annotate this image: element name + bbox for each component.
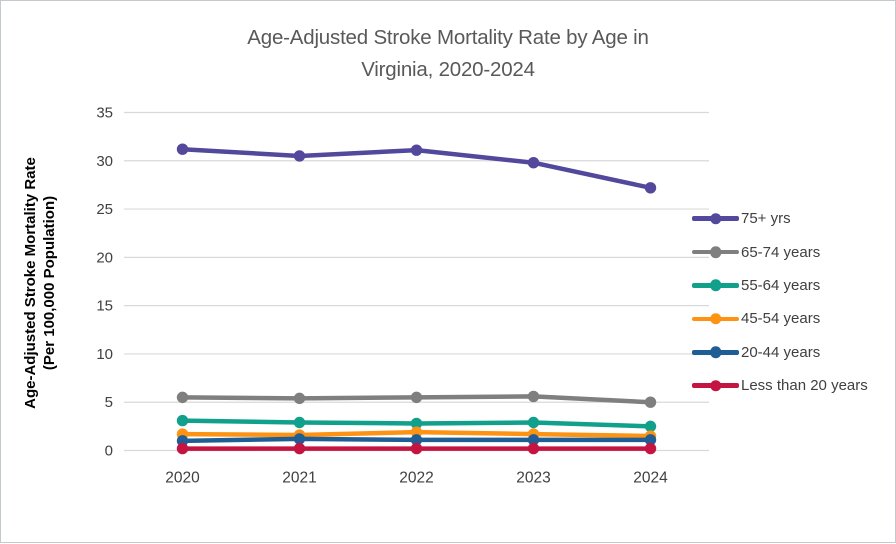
legend-item-45-54-years: 45-54 years: [692, 302, 868, 335]
x-tick-label: 2022: [399, 470, 433, 487]
data-point-55-64-years: [293, 416, 306, 429]
y-tick-label: 20: [96, 249, 113, 266]
data-point-55-64-years: [644, 420, 657, 433]
legend-marker-icon: [692, 212, 739, 225]
legend-item-65-74-years: 65-74 years: [692, 235, 868, 268]
y-tick-label: 5: [105, 394, 113, 411]
legend-marker-icon: [692, 279, 739, 292]
chart-title: Age-Adjusted Stroke Mortality Rate by Ag…: [1, 22, 895, 86]
legend-label: Less than 20 years: [741, 377, 868, 395]
legend: 75+ yrs 65-74 years 55-64 years 45-54 years…: [692, 202, 868, 402]
y-tick-label: 25: [96, 201, 113, 218]
legend-item-less-than-20-years: Less than 20 years: [692, 369, 868, 402]
legend-item-75-yrs: 75+ yrs: [692, 202, 868, 235]
data-point-less-than-20-years: [644, 442, 657, 455]
data-point-55-64-years: [527, 416, 540, 429]
data-point-55-64-years: [176, 414, 189, 427]
legend-dot-icon: [709, 279, 722, 292]
data-point-55-64-years: [410, 417, 423, 430]
data-point-75-yrs: [293, 150, 306, 162]
data-point-75-yrs: [176, 143, 189, 155]
data-point-less-than-20-years: [410, 442, 423, 455]
data-point-20-44-years: [644, 434, 657, 446]
data-point-75-yrs: [410, 144, 423, 156]
data-point-75-yrs: [527, 157, 540, 169]
data-point-75-yrs: [644, 182, 657, 194]
x-tick-label: 2021: [282, 470, 316, 487]
data-point-less-than-20-years: [527, 442, 540, 455]
data-point-20-44-years: [410, 434, 423, 446]
data-point-less-than-20-years: [293, 442, 306, 455]
y-tick-label: 30: [96, 153, 113, 170]
legend-marker-icon: [692, 379, 739, 392]
x-tick-label: 2020: [165, 470, 200, 487]
legend-label: 65-74 years: [741, 243, 821, 261]
legend-dot-icon: [709, 246, 722, 258]
data-point-65-74-years: [293, 392, 306, 405]
legend-label: 75+ yrs: [741, 210, 791, 228]
data-point-20-44-years: [293, 433, 306, 445]
legend-label: 55-64 years: [741, 276, 821, 294]
legend-marker-icon: [692, 313, 739, 325]
legend-marker-icon: [692, 246, 739, 258]
data-point-65-74-years: [410, 391, 423, 404]
data-point-65-74-years: [176, 391, 189, 404]
legend-dot-icon: [709, 313, 722, 325]
legend-item-55-64-years: 55-64 years: [692, 269, 868, 302]
chart-title-line2: Virginia, 2020-2024: [361, 58, 535, 81]
legend-item-20-44-years: 20-44 years: [692, 336, 868, 369]
data-point-less-than-20-years: [176, 442, 189, 455]
y-tick-label: 35: [96, 105, 113, 122]
data-point-65-74-years: [527, 390, 540, 403]
chart-title-line1: Age-Adjusted Stroke Mortality Rate by Ag…: [247, 26, 649, 49]
y-tick-label: 15: [96, 298, 113, 315]
legend-marker-icon: [692, 346, 739, 358]
x-tick-label: 2023: [516, 470, 550, 487]
data-point-20-44-years: [527, 434, 540, 446]
y-tick-label: 0: [105, 443, 113, 460]
legend-label: 45-54 years: [741, 310, 821, 328]
legend-dot-icon: [709, 212, 722, 225]
data-point-65-74-years: [644, 396, 657, 408]
legend-dot-icon: [709, 346, 722, 358]
x-tick-label: 2024: [633, 470, 668, 487]
y-tick-label: 10: [96, 346, 113, 363]
legend-dot-icon: [709, 379, 722, 392]
legend-label: 20-44 years: [741, 343, 821, 361]
